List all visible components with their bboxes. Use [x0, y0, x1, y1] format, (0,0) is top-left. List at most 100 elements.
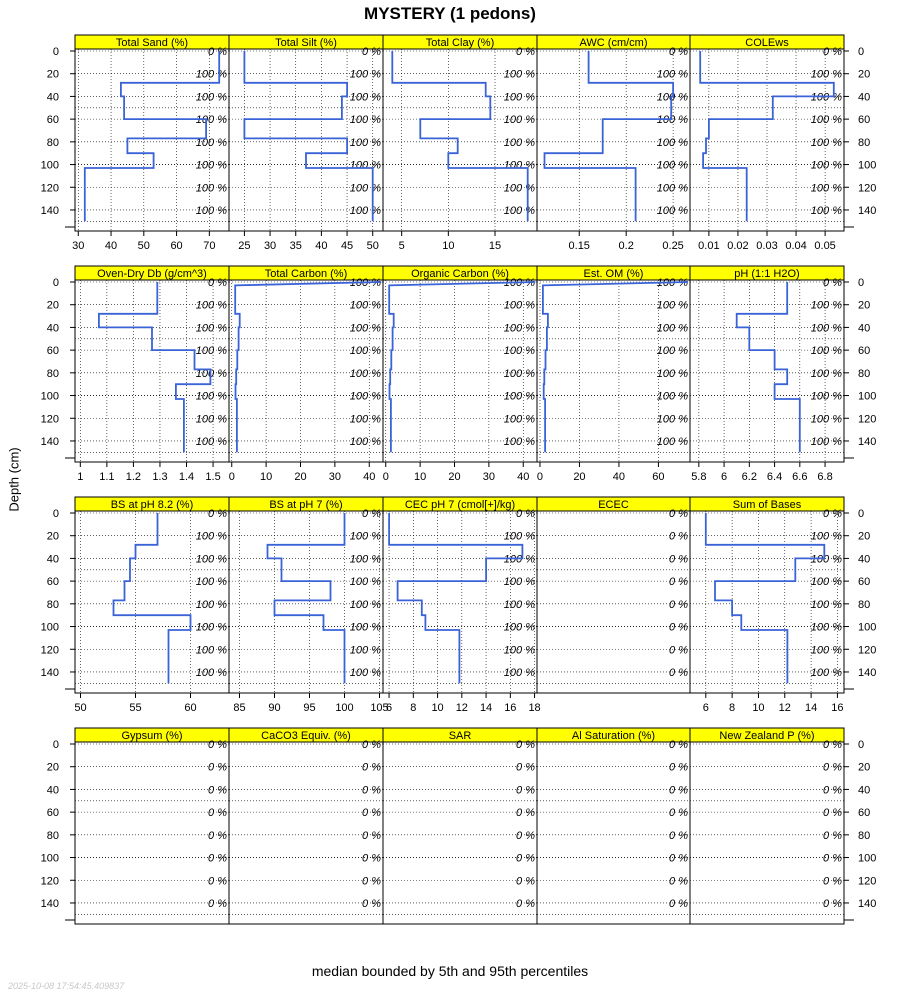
pedon-percent-label: 100 % — [657, 368, 688, 380]
pedon-percent-label: 100 % — [504, 182, 535, 194]
pedon-percent-label: 0 % — [362, 784, 381, 796]
pedon-percent-label: 0 % — [669, 576, 688, 588]
panel-strip-label: CEC pH 7 (cmol[+]/kg) — [405, 499, 515, 511]
x-tick-label: 5.8 — [691, 471, 706, 483]
pedon-percent-label: 0 % — [823, 898, 842, 910]
x-tick-label: 1 — [77, 471, 83, 483]
pedon-percent-label: 100 % — [350, 91, 381, 103]
panel-strip-label: Sum of Bases — [733, 499, 802, 511]
pedon-percent-label: 0 % — [669, 644, 688, 656]
pedon-percent-label: 0 % — [669, 667, 688, 679]
median-profile-line — [391, 51, 529, 222]
x-tick-label: 1.5 — [205, 471, 220, 483]
x-tick-label: 0 — [229, 471, 235, 483]
x-tick-label: 18 — [528, 702, 540, 714]
pedon-percent-label: 100 % — [811, 599, 842, 611]
x-tick-label: 6.8 — [817, 471, 832, 483]
pedon-percent-label: 100 % — [657, 137, 688, 149]
pedon-percent-label: 0 % — [669, 46, 688, 58]
pedon-percent-label: 100 % — [811, 368, 842, 380]
median-profile-line — [542, 281, 689, 453]
pedon-percent-label: 100 % — [350, 436, 381, 448]
pedon-percent-label: 100 % — [196, 413, 227, 425]
x-tick-label: 12 — [779, 702, 791, 714]
pedon-percent-label: 100 % — [350, 553, 381, 565]
x-tick-label: 45 — [341, 240, 353, 252]
x-tick-label: 40 — [613, 471, 625, 483]
depth-tick-label: 0 — [858, 277, 864, 289]
depth-tick-label: 100 — [858, 391, 876, 403]
depth-tick-label: 120 — [858, 875, 876, 887]
timestamp: 2025-10-08 17:54:45.409837 — [8, 981, 125, 991]
depth-tick-label: 100 — [858, 853, 876, 865]
depth-tick-label: 80 — [858, 137, 870, 149]
x-tick-label: 1.3 — [152, 471, 167, 483]
pedon-percent-label: 0 % — [208, 830, 227, 842]
pedon-percent-label: 0 % — [516, 807, 535, 819]
x-tick-label: 100 — [335, 702, 353, 714]
x-tick-label: 0 — [537, 471, 543, 483]
pedon-percent-label: 100 % — [350, 345, 381, 357]
depth-tick-label: 100 — [858, 622, 876, 634]
pedon-percent-label: 100 % — [811, 345, 842, 357]
pedon-percent-label: 0 % — [516, 875, 535, 887]
pedon-percent-label: 100 % — [350, 322, 381, 334]
depth-tick-label: 60 — [858, 345, 870, 357]
panel-strip-label: Total Carbon (%) — [265, 268, 348, 280]
median-profile-line — [388, 513, 524, 684]
depth-tick-label: 40 — [858, 91, 870, 103]
depth-tick-label: 40 — [47, 322, 59, 334]
depth-tick-label: 0 — [858, 739, 864, 751]
pedon-percent-label: 100 % — [504, 436, 535, 448]
pedon-percent-label: 100 % — [811, 644, 842, 656]
panel-strip-label: ECEC — [598, 499, 629, 511]
pedon-percent-label: 100 % — [350, 622, 381, 634]
pedon-percent-label: 100 % — [811, 667, 842, 679]
pedon-percent-label: 0 % — [669, 531, 688, 543]
pedon-percent-label: 100 % — [504, 531, 535, 543]
pedon-percent-label: 100 % — [657, 205, 688, 217]
panel-strip-label: SAR — [449, 730, 472, 742]
x-tick-label: 6.6 — [792, 471, 807, 483]
depth-tick-label: 20 — [47, 69, 59, 81]
x-tick-label: 20 — [448, 471, 460, 483]
pedon-percent-label: 100 % — [504, 91, 535, 103]
x-tick-label: 6.2 — [742, 471, 757, 483]
pedon-percent-label: 100 % — [196, 368, 227, 380]
x-tick-label: 50 — [367, 240, 379, 252]
x-tick-label: 20 — [294, 471, 306, 483]
x-tick-label: 50 — [138, 240, 150, 252]
depth-tick-label: 40 — [858, 553, 870, 565]
depth-tick-label: 40 — [858, 322, 870, 334]
panel-border — [382, 741, 538, 925]
pedon-percent-label: 100 % — [811, 391, 842, 403]
depth-tick-label: 80 — [858, 368, 870, 380]
pedon-percent-label: 100 % — [350, 599, 381, 611]
bottom-caption: median bounded by 5th and 95th percentil… — [311, 963, 589, 979]
x-tick-label: 40 — [517, 471, 529, 483]
depth-tick-label: 80 — [858, 830, 870, 842]
pedon-percent-label: 100 % — [504, 69, 535, 81]
pedon-percent-label: 0 % — [516, 46, 535, 58]
x-tick-label: 30 — [264, 240, 276, 252]
pedon-percent-label: 0 % — [669, 622, 688, 634]
pedon-percent-label: 100 % — [196, 322, 227, 334]
x-tick-label: 1.1 — [99, 471, 114, 483]
pedon-percent-label: 100 % — [196, 391, 227, 403]
pedon-percent-label: 100 % — [196, 137, 227, 149]
x-tick-label: 0.15 — [569, 240, 590, 252]
median-profile-line — [388, 281, 536, 453]
x-tick-label: 1.4 — [179, 471, 194, 483]
depth-tick-label: 80 — [858, 599, 870, 611]
x-tick-label: 10 — [442, 240, 454, 252]
x-tick-label: 50 — [74, 702, 86, 714]
pedon-percent-label: 0 % — [362, 46, 381, 58]
pedon-percent-label: 0 % — [669, 807, 688, 819]
pedon-percent-label: 100 % — [196, 576, 227, 588]
pedon-percent-label: 0 % — [362, 853, 381, 865]
depth-tick-label: 20 — [858, 531, 870, 543]
pedon-percent-label: 100 % — [196, 644, 227, 656]
depth-tick-label: 80 — [47, 830, 59, 842]
pedon-percent-label: 0 % — [208, 853, 227, 865]
